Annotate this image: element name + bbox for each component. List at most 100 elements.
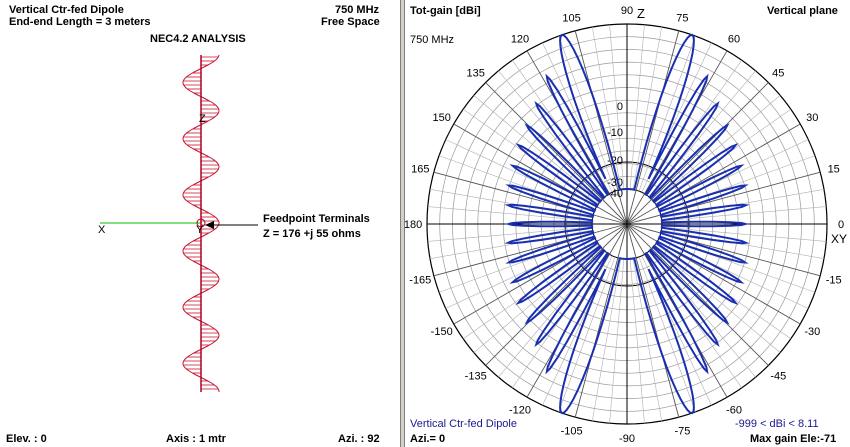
polar-angle-label: -90 [619,433,635,445]
polar-spoke [661,226,827,242]
polar-spoke [638,256,696,413]
polar-angle-label: 180 [405,219,422,231]
antenna-view-pane[interactable]: Vertical Ctr-fed Dipole End-end Length =… [0,0,400,447]
polar-spoke [574,223,628,418]
polar-spoke [592,258,622,422]
feedpoint-marker [196,218,206,228]
polar-spoke [629,258,645,424]
polar-spoke [626,82,769,225]
polar-spoke [629,24,645,190]
feedpoint-label: Feedpoint Terminals [263,213,370,225]
axis-scale-readout: Axis : 1 mtr [166,433,226,445]
polar-spoke [638,35,696,192]
plane-label: Vertical plane [767,5,838,17]
polar-db-label: -20 [607,155,623,167]
polar-spoke [626,223,680,418]
polar-angle-label: 15 [828,164,840,176]
polar-spoke [429,189,593,219]
polar-angle-labels: 9075604530150-15-30-45-60-75-90-105-120-… [405,5,844,445]
polar-grid [426,23,828,425]
polar-angle-label: -30 [804,326,820,338]
polar-spoke [632,258,662,422]
plot-title: Tot-gain [dBi] [410,5,481,17]
polar-angle-label: 150 [433,112,451,124]
polar-angle-label: 60 [728,34,740,46]
polar-spoke [574,30,628,225]
polar-db-label: -10 [607,127,623,139]
polar-db-label: -40 [607,188,623,200]
polar-spoke [429,229,593,259]
frequency-label: 750 MHz [335,4,380,16]
radiation-pattern-trace [504,33,750,415]
plot-frequency: 750 MHz [410,34,455,46]
antenna-length: End-end Length = 3 meters [9,16,151,28]
polar-spoke [558,256,616,413]
polar-spoke [626,223,801,325]
axis-y-label: Y [196,224,204,236]
plot-axis-z: Z [637,6,645,21]
feedpoint-impedance: Z = 176 +j 55 ohms [263,228,361,240]
polar-spoke [427,226,593,242]
plot-footer-title: Vertical Ctr-fed Dipole [410,418,517,430]
polar-spoke [453,223,628,325]
polar-plot-pane[interactable]: 90 75 60 45 30 15 0 -15 -30 -45 -60 -75 -90 -105 -120-… [405,0,850,447]
polar-angle-label: 120 [511,34,529,46]
polar-spoke [661,189,825,219]
elevation-readout: Elev. : 0 [6,433,47,445]
polar-angle-label: -75 [674,426,690,438]
polar-spoke [626,223,769,366]
plot-axis-xy: XY [831,232,848,246]
polar-angle-label: 90 [621,5,633,17]
antenna-title: Vertical Ctr-fed Dipole [9,4,124,16]
polar-spoke [653,95,781,202]
axis-z-label: Z [199,113,206,125]
polar-angle-label: 0 [838,219,844,231]
polar-angle-label: 135 [467,68,485,80]
polar-spoke [661,206,827,222]
polar-spoke [626,30,680,225]
polar-spoke [558,35,616,192]
polar-plot: 9075604530150-15-30-45-60-75-90-105-120-… [405,5,844,445]
axis-x-label: X [98,224,106,236]
current-distribution [183,56,219,390]
polar-spoke [661,229,825,259]
polar-db-label: 0 [617,101,623,113]
polar-angle-label: 105 [562,12,580,24]
polar-spoke [653,246,781,353]
polar-spoke [427,206,593,222]
analysis-label: NEC4.2 ANALYSIS [150,33,246,45]
plot-azimuth: Azi.= 0 [410,433,446,445]
max-gain-readout: Max gain Ele:-71 [750,433,837,445]
polar-spoke [609,24,625,190]
current-envelope [182,54,220,392]
pane-splitter[interactable] [400,0,405,447]
polar-spoke [626,171,821,225]
feed-arrow-head [205,221,214,229]
polar-spoke [632,26,662,190]
polar-angle-label: 45 [772,68,784,80]
polar-angle-label: 75 [676,12,688,24]
polar-spoke [485,82,628,225]
polar-spoke [453,123,628,225]
polar-spoke [592,26,622,190]
polar-angle-label: -135 [465,370,487,382]
polar-angle-label: 165 [411,164,429,176]
polar-spoke [626,223,821,277]
polar-angle-label: -150 [431,326,453,338]
plot-gain-range: -999 < dBi < 8.11 [735,418,819,430]
azimuth-readout: Azi. : 92 [338,433,380,445]
polar-angle-label: 30 [806,112,818,124]
polar-spoke [473,246,601,353]
polar-angle-label: -15 [826,274,842,286]
antenna-drawing [100,54,258,392]
polar-angle-label: -120 [509,404,531,416]
polar-spoke [626,123,801,225]
polar-spoke [433,223,628,277]
polar-spoke [609,258,625,424]
polar-spoke [485,223,628,366]
polar-angle-label: -60 [726,404,742,416]
environment-label: Free Space [321,16,380,28]
polar-angle-label: -45 [770,370,786,382]
polar-spoke [433,171,628,225]
polar-angle-label: -165 [409,274,431,286]
